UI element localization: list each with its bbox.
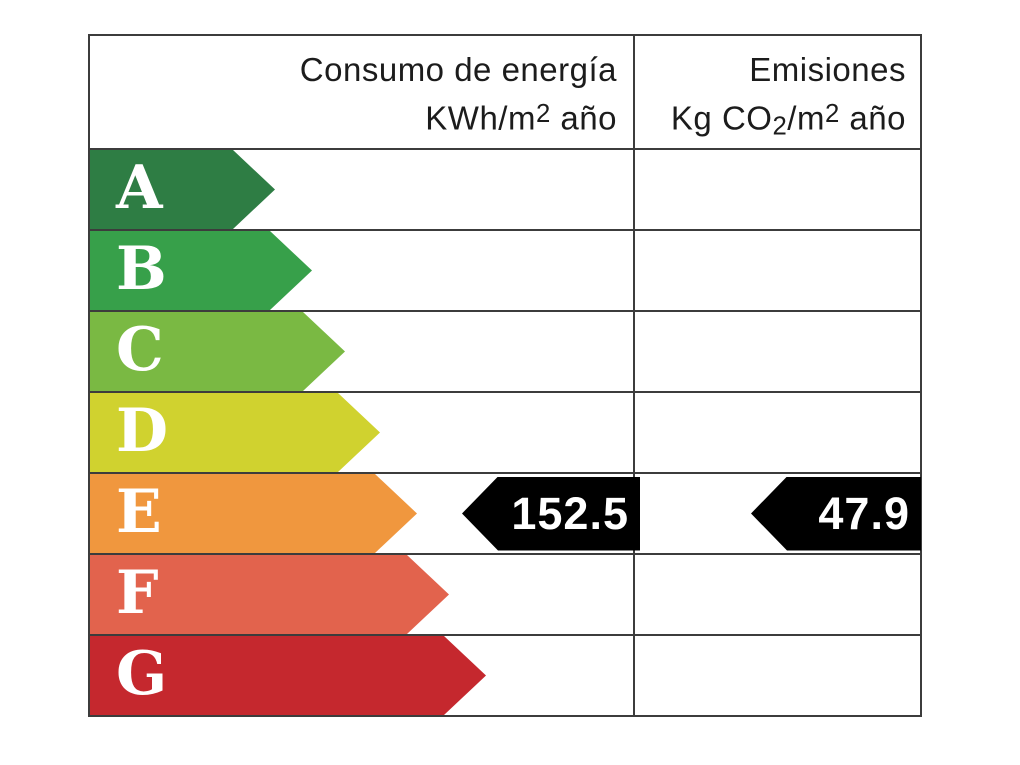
- emissions-value-arrow-icon: 47.9: [751, 476, 921, 551]
- column-divider: [633, 36, 635, 715]
- rating-bar-d: D: [90, 393, 380, 472]
- superscript-2: 2: [824, 100, 840, 128]
- rating-letter-a: A: [116, 152, 163, 223]
- rating-letter-b: B: [116, 233, 167, 304]
- emissions-column-header: Emisiones Kg CO2/m2 año: [633, 36, 920, 148]
- rating-bar-g: G: [90, 636, 486, 715]
- rating-row-a: A: [90, 150, 920, 231]
- rating-letter-g: G: [116, 638, 168, 709]
- rating-row-c: C: [90, 312, 920, 393]
- consumption-title: Consumo de energía: [299, 51, 617, 88]
- emissions-value: 47.9: [818, 488, 910, 539]
- rating-letter-e: E: [116, 476, 162, 547]
- rating-rows: A B C D E: [90, 150, 921, 715]
- consumption-unit: KWh/m2 año: [425, 99, 617, 137]
- rating-letter-c: C: [116, 314, 164, 385]
- superscript-2: 2: [535, 100, 551, 128]
- header-row: Consumo de energía KWh/m2 año Emisiones …: [90, 36, 920, 150]
- rating-letter-f: F: [116, 557, 159, 628]
- rating-bar-f: F: [90, 555, 449, 634]
- energy-label-table: Consumo de energía KWh/m2 año Emisiones …: [88, 34, 922, 717]
- rating-letter-d: D: [116, 395, 169, 466]
- emissions-unit: Kg CO2/m2 año: [670, 99, 906, 141]
- consumption-value-arrow-icon: 152.5: [462, 476, 640, 551]
- rating-bar-e: E: [90, 474, 417, 553]
- rating-row-b: B: [90, 231, 920, 312]
- consumption-column-header: Consumo de energía KWh/m2 año: [90, 36, 633, 148]
- rating-row-d: D: [90, 393, 920, 474]
- rating-row-e: E 152.5 47.9: [90, 474, 921, 555]
- emissions-title: Emisiones: [749, 51, 906, 88]
- subscript-2: 2: [772, 112, 788, 141]
- rating-bar-b: B: [90, 231, 312, 310]
- rating-bar-a: A: [90, 150, 275, 229]
- rating-row-f: F: [90, 555, 920, 636]
- rating-bar-c: C: [90, 312, 345, 391]
- rating-row-g: G: [90, 636, 920, 715]
- consumption-value: 152.5: [511, 488, 629, 539]
